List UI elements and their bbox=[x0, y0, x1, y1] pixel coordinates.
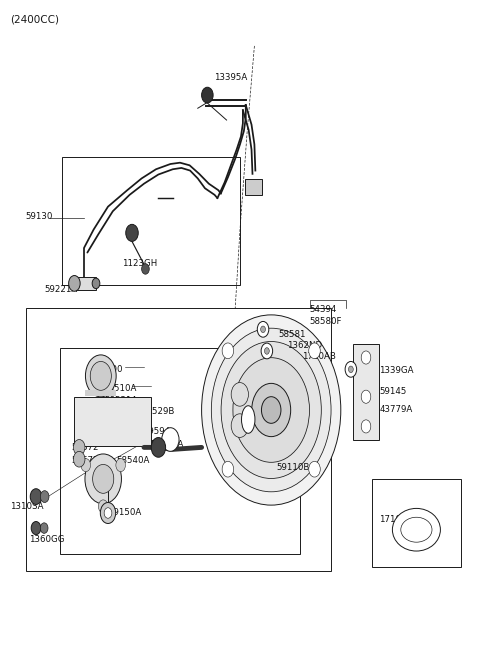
Bar bbox=[74, 277, 96, 290]
Text: 58550A: 58550A bbox=[150, 440, 184, 449]
Text: 58581: 58581 bbox=[278, 330, 306, 339]
Text: 58510A: 58510A bbox=[103, 384, 137, 393]
Text: 1310SA: 1310SA bbox=[10, 502, 43, 511]
Text: 43779A: 43779A bbox=[379, 405, 412, 415]
Bar bbox=[60, 348, 300, 554]
Text: 58672: 58672 bbox=[71, 443, 98, 452]
Text: 58500: 58500 bbox=[95, 365, 122, 374]
Circle shape bbox=[231, 382, 249, 406]
Bar bbox=[74, 397, 151, 446]
Circle shape bbox=[348, 366, 353, 373]
Circle shape bbox=[211, 328, 331, 492]
Bar bbox=[353, 344, 379, 440]
Ellipse shape bbox=[393, 508, 441, 551]
Circle shape bbox=[345, 361, 357, 377]
Bar bbox=[372, 479, 461, 567]
Circle shape bbox=[261, 326, 265, 333]
Circle shape bbox=[252, 383, 291, 437]
Text: 1710AB: 1710AB bbox=[302, 352, 336, 361]
Circle shape bbox=[31, 522, 41, 535]
Circle shape bbox=[264, 348, 269, 354]
Circle shape bbox=[202, 315, 341, 505]
Circle shape bbox=[104, 508, 112, 518]
Circle shape bbox=[262, 397, 281, 423]
Text: 58529B: 58529B bbox=[142, 407, 175, 416]
Circle shape bbox=[69, 276, 80, 291]
Text: 59221A: 59221A bbox=[44, 285, 77, 295]
Circle shape bbox=[361, 351, 371, 364]
Text: 58531A: 58531A bbox=[105, 396, 138, 405]
Circle shape bbox=[40, 523, 48, 533]
Text: 58580F: 58580F bbox=[310, 317, 342, 326]
Circle shape bbox=[142, 264, 149, 274]
Circle shape bbox=[162, 428, 179, 451]
Circle shape bbox=[73, 451, 85, 467]
Circle shape bbox=[261, 343, 273, 359]
Bar bbox=[26, 308, 331, 571]
Circle shape bbox=[92, 278, 100, 289]
Circle shape bbox=[100, 502, 116, 523]
Circle shape bbox=[73, 440, 85, 455]
Circle shape bbox=[221, 342, 321, 478]
Text: 59145: 59145 bbox=[379, 387, 407, 396]
Circle shape bbox=[40, 491, 49, 502]
Text: 1360GG: 1360GG bbox=[29, 535, 64, 544]
Ellipse shape bbox=[401, 517, 432, 542]
Circle shape bbox=[126, 224, 138, 241]
Bar bbox=[62, 157, 240, 285]
Circle shape bbox=[98, 500, 108, 513]
Circle shape bbox=[309, 343, 320, 359]
Circle shape bbox=[151, 438, 166, 457]
Text: 58540A: 58540A bbox=[117, 456, 150, 465]
Circle shape bbox=[222, 461, 234, 477]
Circle shape bbox=[233, 358, 310, 462]
Circle shape bbox=[93, 464, 114, 493]
Text: 99594: 99594 bbox=[144, 427, 171, 436]
Circle shape bbox=[309, 461, 320, 477]
Text: 59110B: 59110B bbox=[276, 462, 310, 472]
Circle shape bbox=[222, 343, 234, 359]
Circle shape bbox=[202, 87, 213, 103]
Circle shape bbox=[90, 361, 111, 390]
Text: 17104: 17104 bbox=[379, 515, 407, 524]
Circle shape bbox=[85, 355, 116, 397]
Circle shape bbox=[361, 390, 371, 403]
Circle shape bbox=[361, 420, 371, 433]
Circle shape bbox=[85, 454, 121, 504]
Text: (2400CC): (2400CC) bbox=[11, 14, 60, 24]
Text: 1339GA: 1339GA bbox=[379, 366, 414, 375]
Bar bbox=[85, 390, 116, 396]
Circle shape bbox=[116, 459, 125, 472]
Circle shape bbox=[30, 489, 42, 504]
Circle shape bbox=[81, 459, 91, 472]
Ellipse shape bbox=[241, 405, 255, 434]
Text: 13395A: 13395A bbox=[214, 73, 247, 82]
Circle shape bbox=[257, 321, 269, 337]
Text: 54394: 54394 bbox=[310, 305, 337, 314]
Text: 59150A: 59150A bbox=[108, 508, 141, 518]
Text: 58672: 58672 bbox=[71, 456, 98, 465]
Bar bbox=[245, 179, 262, 195]
Text: 1123GH: 1123GH bbox=[122, 259, 157, 268]
Circle shape bbox=[231, 414, 249, 438]
Text: 59130: 59130 bbox=[25, 212, 52, 221]
Text: 1362ND: 1362ND bbox=[287, 341, 322, 350]
